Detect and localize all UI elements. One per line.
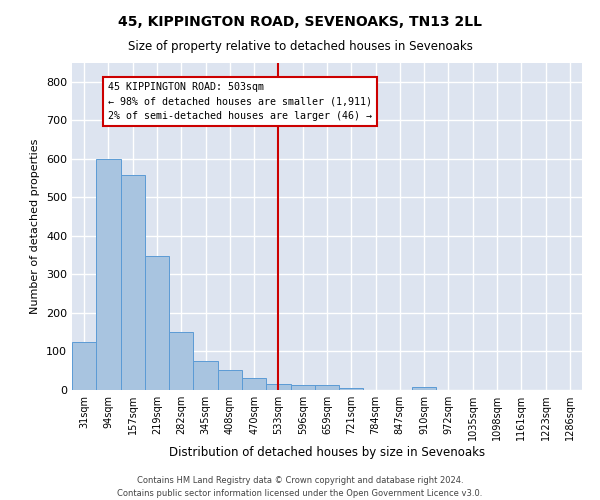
Bar [121, 176, 145, 390]
Y-axis label: Number of detached properties: Number of detached properties [31, 138, 40, 314]
Text: 45, KIPPINGTON ROAD, SEVENOAKS, TN13 2LL: 45, KIPPINGTON ROAD, SEVENOAKS, TN13 2LL [118, 15, 482, 29]
Bar [145, 256, 169, 390]
Text: Contains HM Land Registry data © Crown copyright and database right 2024.
Contai: Contains HM Land Registry data © Crown c… [118, 476, 482, 498]
Bar [266, 384, 290, 390]
Bar [315, 386, 339, 390]
Text: Size of property relative to detached houses in Sevenoaks: Size of property relative to detached ho… [128, 40, 472, 53]
Bar [169, 332, 193, 390]
Bar [339, 388, 364, 390]
Bar [242, 378, 266, 390]
Bar [72, 342, 96, 390]
Text: 45 KIPPINGTON ROAD: 503sqm
← 98% of detached houses are smaller (1,911)
2% of se: 45 KIPPINGTON ROAD: 503sqm ← 98% of deta… [109, 82, 373, 122]
Bar [290, 386, 315, 390]
Bar [412, 387, 436, 390]
X-axis label: Distribution of detached houses by size in Sevenoaks: Distribution of detached houses by size … [169, 446, 485, 459]
Bar [193, 361, 218, 390]
Bar [96, 159, 121, 390]
Bar [218, 370, 242, 390]
